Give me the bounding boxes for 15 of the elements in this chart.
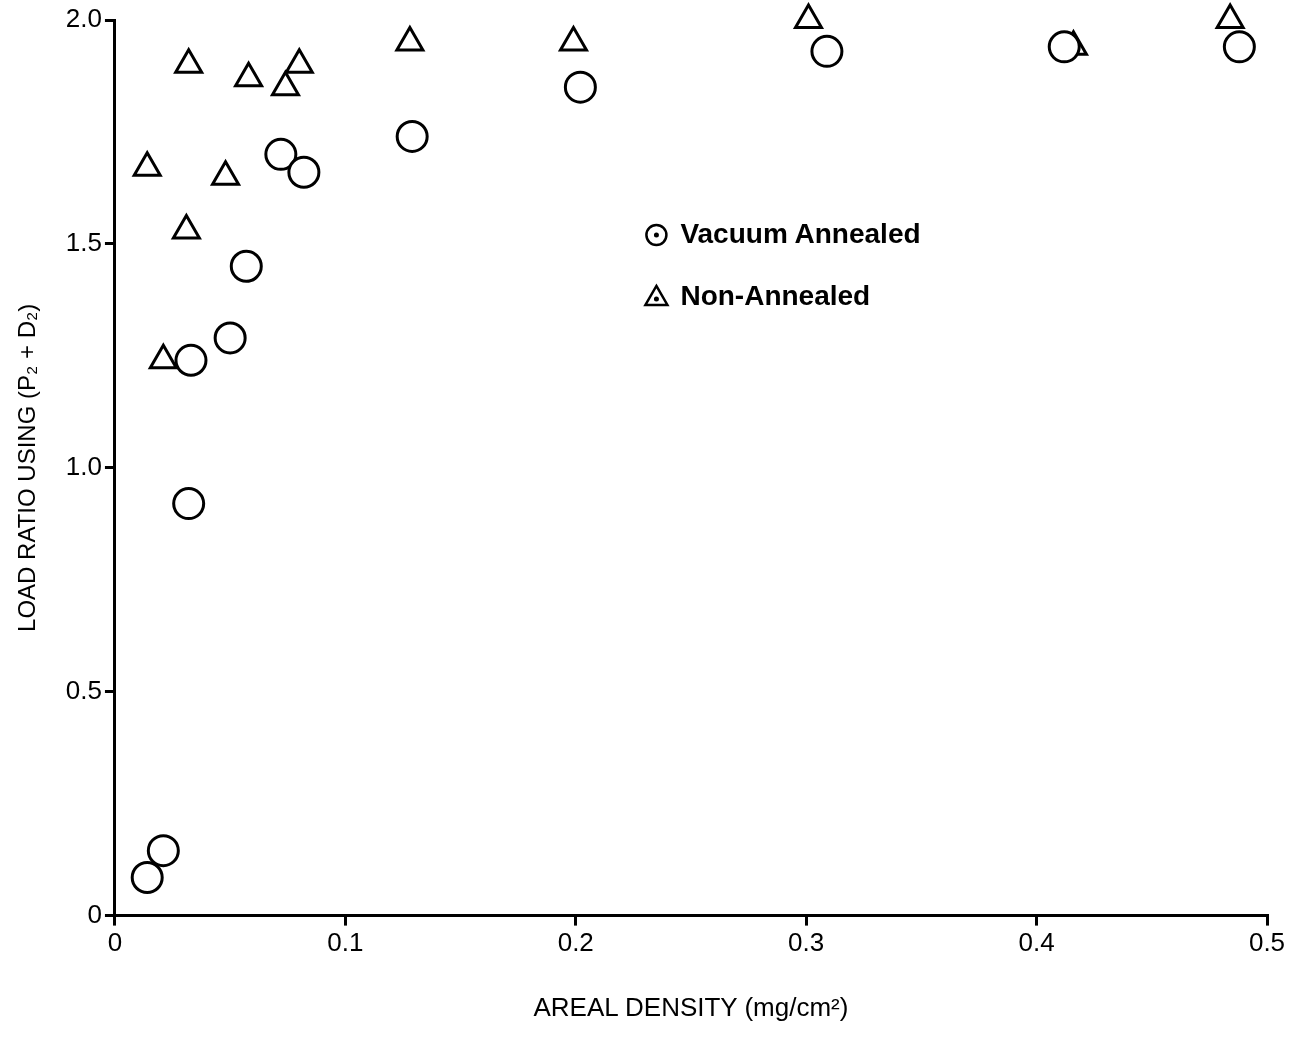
x-tick-label: 0.1 [327, 927, 364, 958]
y-tick-label: 0.5 [65, 674, 102, 705]
x-axis-title: AREAL DENSITY (mg/cm²) [533, 991, 849, 1022]
y-tick-label: 0 [87, 898, 102, 929]
x-tick-label: 0.4 [1018, 927, 1055, 958]
y-axis-title: LOAD RATIO USING (P₂ + D₂) [13, 303, 41, 632]
legend-label: Non-Annealed [680, 279, 871, 311]
x-tick-label: 0.5 [1248, 927, 1286, 958]
y-tick-label: 1.5 [65, 227, 102, 258]
y-tick-label: 1.0 [65, 450, 102, 481]
x-tick-label: 0.2 [557, 927, 594, 958]
x-tick-label: 0.3 [788, 927, 825, 958]
y-tick-label: 2.0 [65, 3, 102, 34]
x-tick-label: 0 [107, 927, 123, 958]
legend-label: Vacuum Annealed [680, 217, 921, 249]
